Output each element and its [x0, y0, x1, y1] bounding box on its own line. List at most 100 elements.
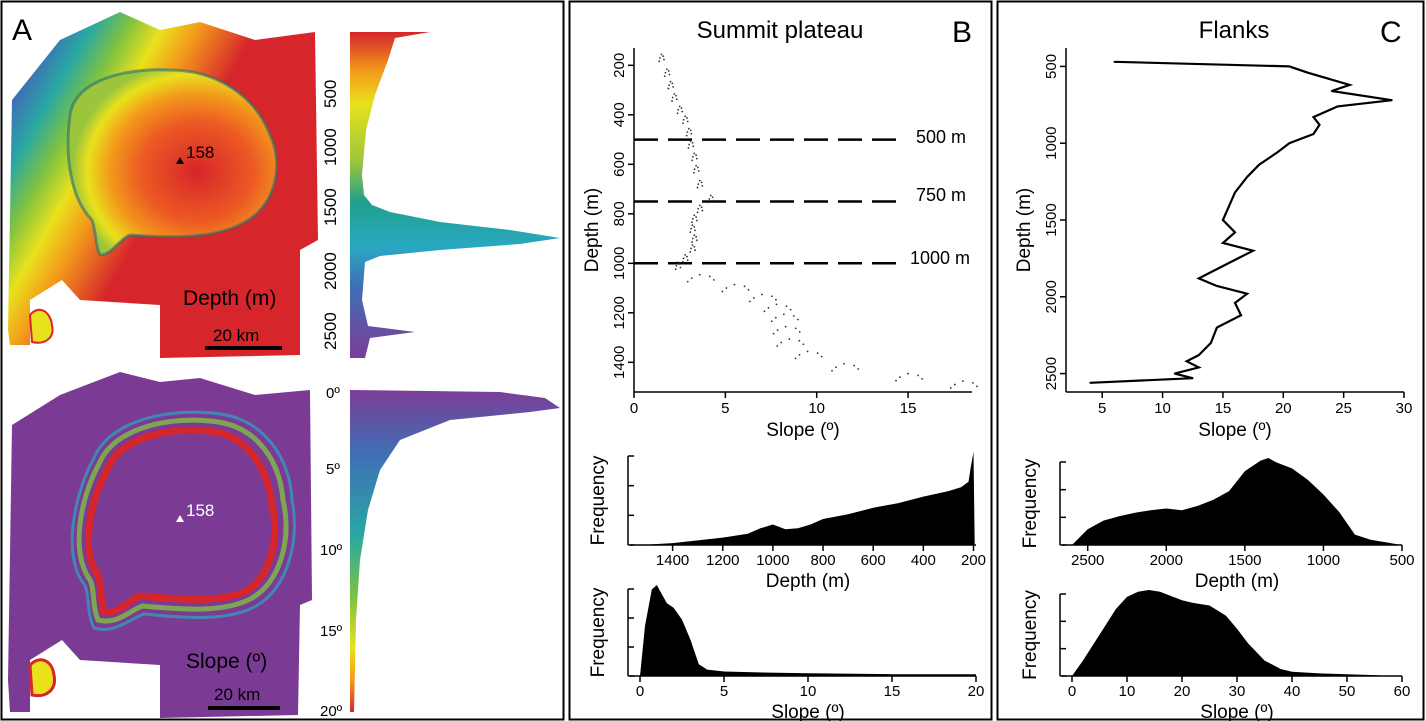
data-point	[794, 327, 797, 330]
slope-map-rim-outer	[70, 410, 296, 631]
data-point	[1246, 176, 1248, 178]
x-tick-label: 600	[861, 552, 886, 569]
slope-colorbar-tick: 15º	[320, 623, 343, 640]
x-tick-label: 1400	[656, 552, 689, 569]
data-point	[668, 73, 671, 76]
data-point	[690, 247, 692, 250]
x-tick-label: 30	[1229, 683, 1246, 700]
data-point	[689, 140, 692, 142]
data-point	[693, 171, 695, 174]
panel-c-frame	[996, 0, 1425, 721]
x-tick-label: 1200	[706, 552, 739, 569]
reference-line-label: 500 m	[916, 127, 966, 147]
x-axis-title: Slope (º)	[771, 702, 844, 721]
data-point	[690, 132, 693, 135]
y-tick-label: 2000	[1043, 280, 1060, 313]
slope-colorbar-tick: 10º	[320, 542, 343, 559]
data-point	[694, 229, 696, 232]
x-tick-label: 5	[1098, 400, 1106, 417]
data-point	[691, 237, 694, 240]
panel-a-letter: A	[12, 14, 32, 47]
data-point	[675, 94, 677, 97]
data-point	[671, 96, 674, 99]
data-point	[763, 310, 766, 313]
x-tick-label: 0	[630, 400, 638, 417]
data-point	[1185, 360, 1188, 363]
data-point	[691, 221, 693, 224]
data-point	[693, 168, 696, 171]
data-point	[697, 166, 699, 169]
chart-b-slope-histogram: 0 5 10 15 20 Slope (º) Frequency	[588, 585, 984, 721]
data-point	[693, 214, 696, 217]
depth-colorbar-histogram: 500 1000 1500 2000 2500	[321, 32, 560, 358]
data-point	[664, 71, 667, 74]
data-point	[693, 152, 696, 155]
data-point	[674, 268, 677, 271]
data-point	[677, 108, 680, 111]
data-point	[1318, 123, 1321, 126]
data-point	[686, 131, 689, 134]
y-axis-title: Frequency	[1020, 590, 1041, 680]
depth-colorbar-tick: 2000	[321, 252, 340, 290]
data-point	[701, 184, 704, 187]
data-point	[782, 313, 785, 316]
data-point	[721, 290, 724, 293]
histogram-area	[640, 452, 975, 545]
data-point	[1173, 372, 1176, 375]
x-tick-label: 60	[1394, 683, 1411, 700]
y-tick-label: 1500	[1043, 203, 1060, 236]
data-point	[1222, 219, 1224, 221]
data-point	[671, 82, 674, 85]
data-point	[701, 209, 704, 212]
data-point	[1089, 381, 1091, 384]
data-point	[690, 277, 693, 280]
data-point	[1228, 205, 1230, 207]
x-tick-label: 15	[884, 683, 901, 700]
data-point	[1216, 285, 1218, 287]
data-point	[709, 194, 712, 197]
x-tick-label: 40	[1284, 683, 1301, 700]
data-point	[691, 159, 693, 162]
x-tick-label: 0	[636, 683, 644, 700]
data-point	[907, 372, 909, 375]
data-point	[770, 320, 773, 323]
slope-colorbar-ticks: 0º 5º 10º 15º 20º	[320, 385, 343, 720]
data-point	[673, 93, 676, 95]
data-point	[788, 338, 791, 340]
data-point	[843, 362, 846, 365]
reference-line-label: 1000 m	[910, 248, 970, 268]
data-point	[1216, 268, 1218, 270]
data-point	[686, 117, 688, 119]
data-point	[697, 207, 700, 210]
data-point	[1234, 302, 1236, 304]
data-point	[708, 275, 711, 278]
data-point	[820, 355, 823, 358]
slope-map-rim	[85, 426, 279, 616]
data-point	[796, 318, 799, 321]
data-point	[658, 60, 661, 63]
data-point	[776, 329, 779, 332]
x-tick-label: 1000	[1307, 552, 1340, 569]
data-point	[1312, 116, 1315, 118]
data-point	[672, 85, 674, 88]
y-tick-label: 600	[611, 152, 628, 177]
data-point	[663, 75, 666, 78]
chart-b-profile: 0 5 10 15 200 400 600 800 1000 1200 1400 Slope (º) D…	[582, 48, 978, 441]
data-point	[689, 251, 692, 253]
slope-map: 158 Slope (º) 20 km	[8, 372, 312, 718]
depth-colorbar-tick: 1000	[321, 128, 340, 166]
x-tick-label: 20	[1275, 400, 1292, 417]
data-point	[976, 385, 978, 388]
data-point	[689, 129, 692, 132]
data-point	[1258, 163, 1260, 166]
data-point	[700, 181, 703, 184]
slope-colorbar-tick: 5º	[326, 461, 340, 478]
peak-marker-icon	[176, 515, 184, 522]
data-point	[1240, 314, 1242, 317]
data-point	[1391, 99, 1393, 102]
x-tick-label: 10	[1119, 683, 1136, 700]
data-point	[776, 345, 779, 347]
data-point	[695, 239, 698, 242]
x-tick-label: 30	[1396, 400, 1413, 417]
